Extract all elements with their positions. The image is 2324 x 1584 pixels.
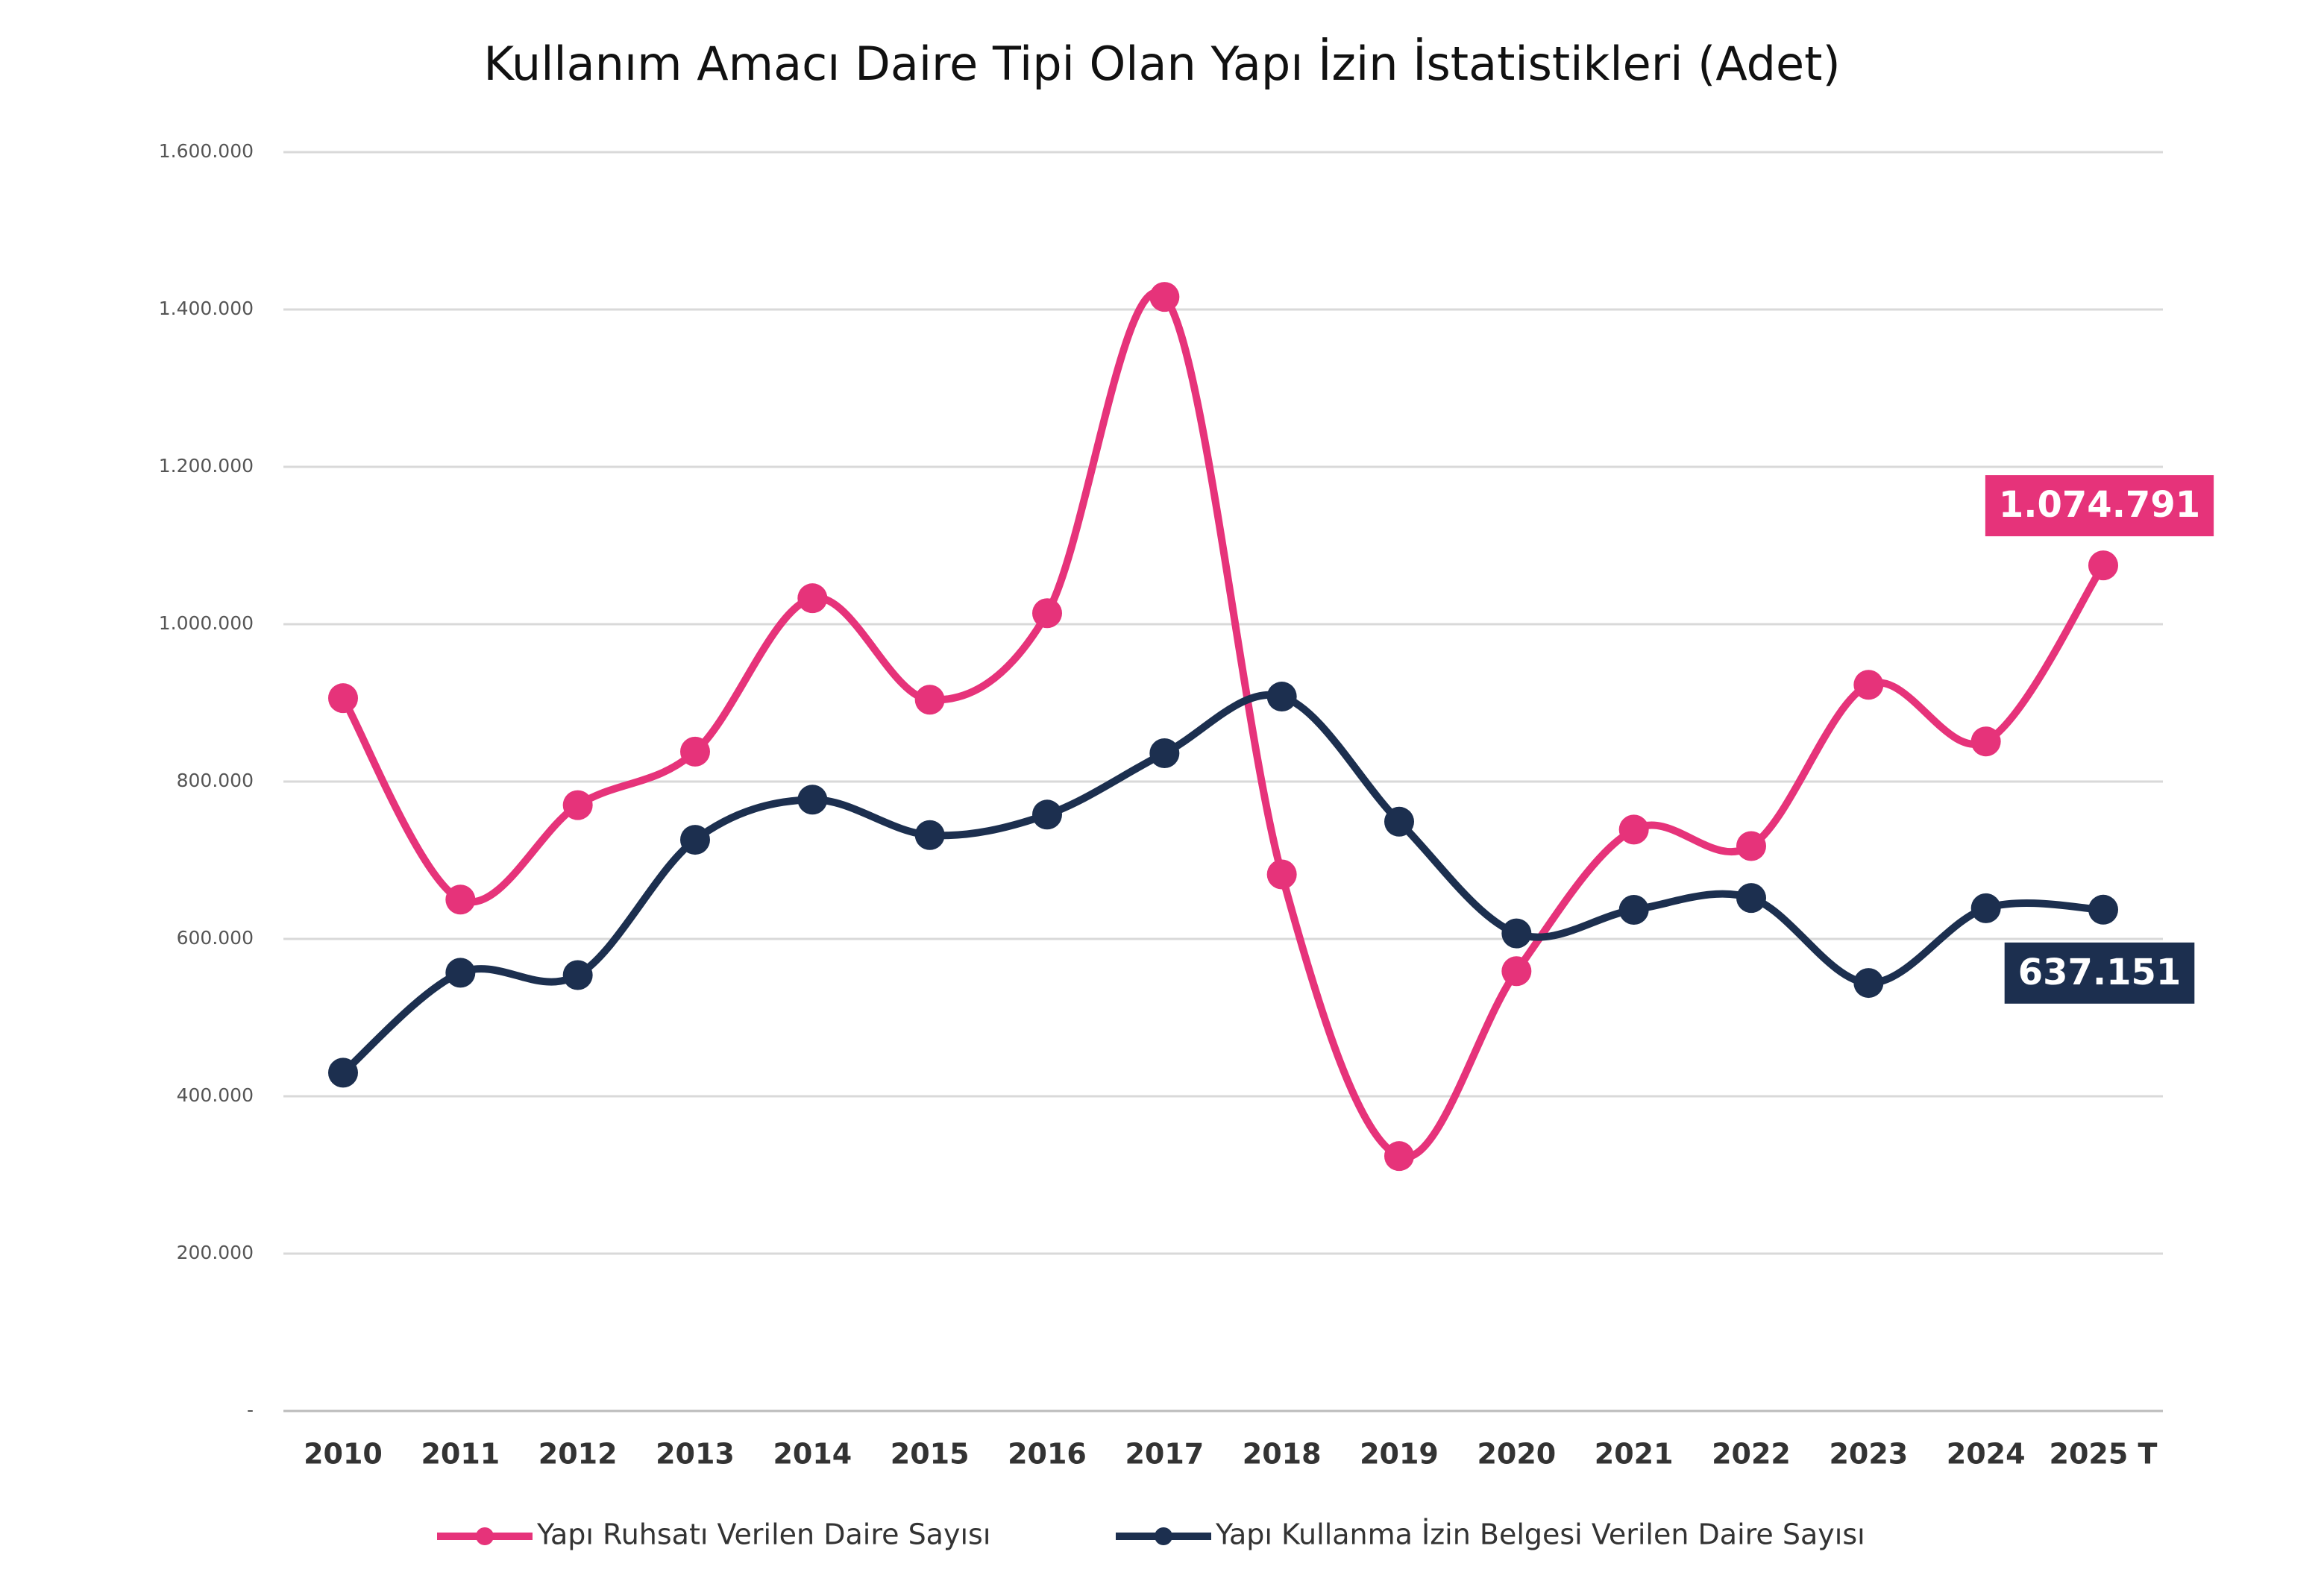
- x-tick-label: 2019: [1360, 1438, 1439, 1471]
- point: [1032, 598, 1062, 629]
- point: [1970, 726, 2001, 757]
- point: [562, 790, 593, 820]
- y-tick-label: 200.000: [177, 1242, 254, 1263]
- legend-label: Yapı Ruhsatı Verilen Daire Sayısı: [536, 1518, 990, 1551]
- point: [914, 685, 945, 715]
- point: [1736, 831, 1766, 861]
- x-tick-label: 2011: [421, 1438, 500, 1471]
- point: [1149, 738, 1180, 769]
- point: [1618, 894, 1649, 925]
- point: [445, 958, 476, 988]
- point: [1384, 806, 1414, 837]
- series-line: [340, 691, 2104, 1076]
- point: [445, 884, 476, 915]
- y-tick-label: 1.000.000: [159, 612, 254, 634]
- x-tick-label: 2012: [538, 1438, 618, 1471]
- y-tick-label: 1.600.000: [159, 140, 254, 162]
- x-tick-label: 2017: [1125, 1438, 1204, 1471]
- point: [680, 825, 710, 855]
- x-tick-label: 2022: [1712, 1438, 1791, 1471]
- point: [562, 960, 593, 990]
- point: [1501, 918, 1532, 949]
- chart-title: Kullanım Amacı Daire Tipi Olan Yapı İzin…: [483, 37, 1840, 91]
- point: [1853, 968, 1884, 999]
- point: [1970, 893, 2001, 923]
- value-label-box: [2004, 942, 2195, 1004]
- x-tick-label: 2013: [656, 1438, 735, 1471]
- series-line: [339, 289, 2107, 1161]
- x-tick-label: 2014: [773, 1438, 852, 1471]
- point: [797, 785, 828, 815]
- y-tick-label: 800.000: [177, 770, 254, 791]
- point: [328, 1057, 358, 1088]
- point: [1266, 859, 1297, 890]
- value-label: 637.151: [2004, 942, 2195, 1004]
- point: [1384, 1141, 1414, 1172]
- x-tick-label: 2023: [1829, 1438, 1908, 1471]
- point: [1736, 883, 1766, 914]
- point: [914, 820, 945, 850]
- x-tick-label: 2021: [1595, 1438, 1674, 1471]
- y-tick-label: 400.000: [177, 1084, 254, 1106]
- value-label-text: 637.151: [2018, 952, 2182, 993]
- point: [1501, 956, 1532, 987]
- point: [2088, 550, 2118, 581]
- value-label: 1.074.791: [1985, 475, 2214, 537]
- point: [1149, 282, 1180, 312]
- x-tick-label: 2025 T: [2050, 1438, 2158, 1471]
- x-tick-label: 2020: [1477, 1438, 1556, 1471]
- legend-label: Yapı Kullanma İzin Belgesi Verilen Daire…: [1215, 1518, 1865, 1551]
- point: [328, 683, 358, 714]
- value-label-box: [1985, 475, 2214, 537]
- legend-marker: [1155, 1527, 1172, 1545]
- point: [1618, 814, 1649, 845]
- legend-marker: [476, 1527, 494, 1545]
- value-label-text: 1.074.791: [1999, 484, 2200, 526]
- y-tick-label: -: [247, 1399, 254, 1421]
- x-tick-label: 2024: [1947, 1438, 2026, 1471]
- y-tick-label: 1.400.000: [159, 298, 254, 319]
- point: [2088, 894, 2118, 925]
- point: [1032, 799, 1062, 830]
- point: [680, 736, 710, 767]
- y-tick-label: 1.200.000: [159, 455, 254, 477]
- point: [1853, 670, 1884, 700]
- x-tick-label: 2015: [891, 1438, 970, 1471]
- x-tick-label: 2018: [1243, 1438, 1322, 1471]
- point: [1266, 682, 1297, 712]
- point: [797, 583, 828, 614]
- x-tick-label: 2010: [304, 1438, 383, 1471]
- x-tick-label: 2016: [1008, 1438, 1087, 1471]
- y-tick-label: 600.000: [177, 927, 254, 949]
